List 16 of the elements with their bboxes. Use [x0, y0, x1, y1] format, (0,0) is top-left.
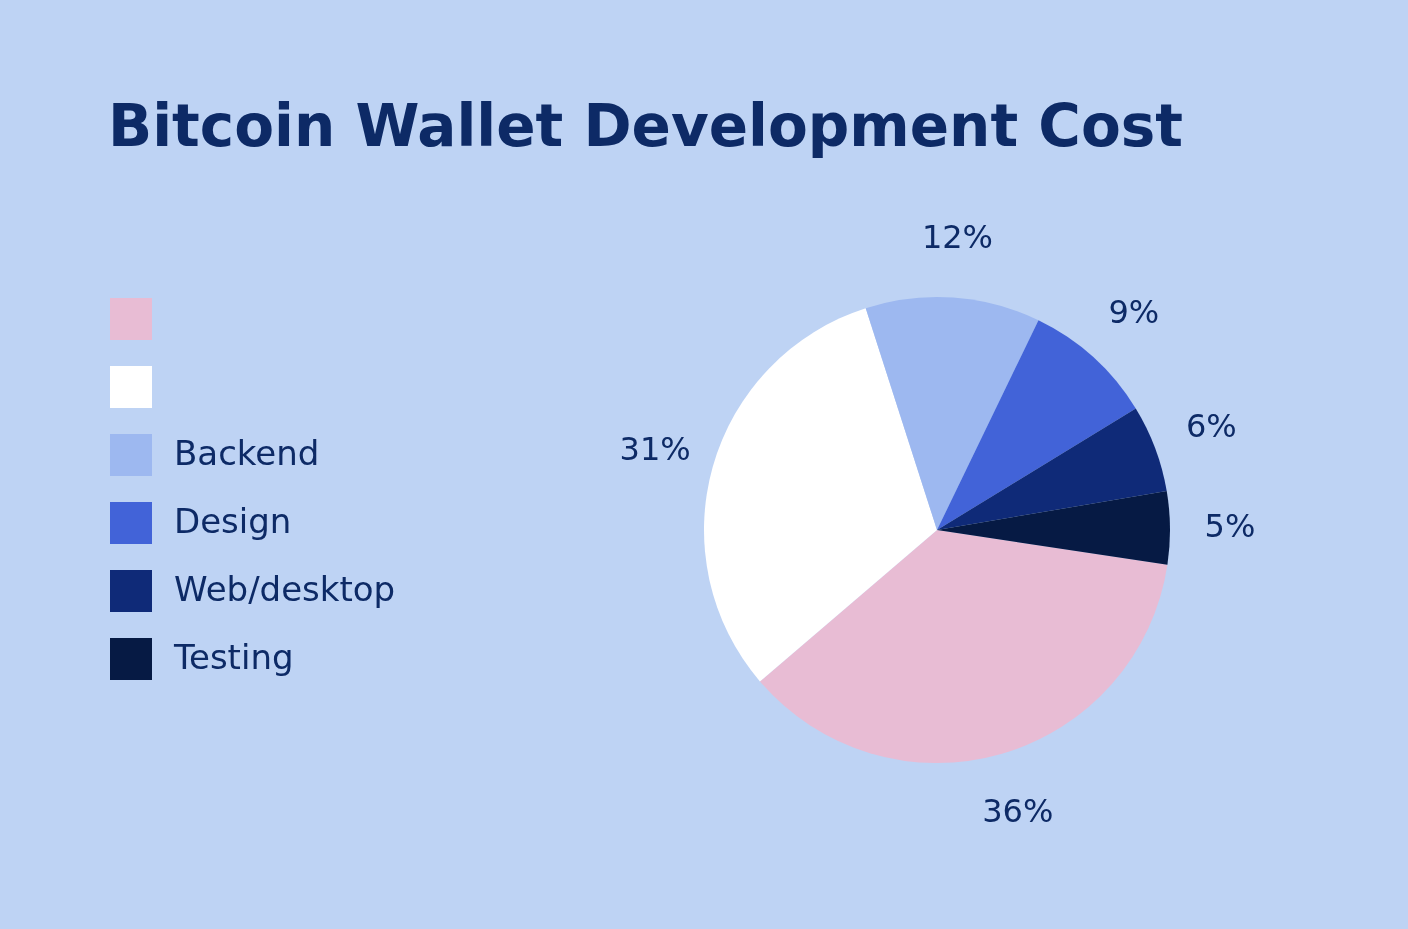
pie-slice: [865, 297, 1039, 530]
pie-slice: [759, 530, 1168, 763]
data-label: 31%: [619, 430, 691, 469]
data-label: 5%: [1204, 507, 1256, 546]
legend-label: Testing: [173, 637, 294, 677]
legend-label: Design: [174, 501, 292, 541]
data-label: 6%: [1185, 407, 1237, 446]
legend-label: Backend: [174, 433, 320, 473]
chart-title: Bitcoin Wallet Development Cost: [108, 92, 1183, 160]
pie-slice: [937, 408, 1167, 530]
data-label: 12%: [921, 217, 994, 256]
data-label: 9%: [1108, 292, 1160, 331]
legend-label: Web/desktop: [174, 569, 396, 609]
pie-slice: [937, 491, 1170, 565]
data-label: 36%: [982, 791, 1054, 830]
pie-slice: [704, 308, 937, 682]
